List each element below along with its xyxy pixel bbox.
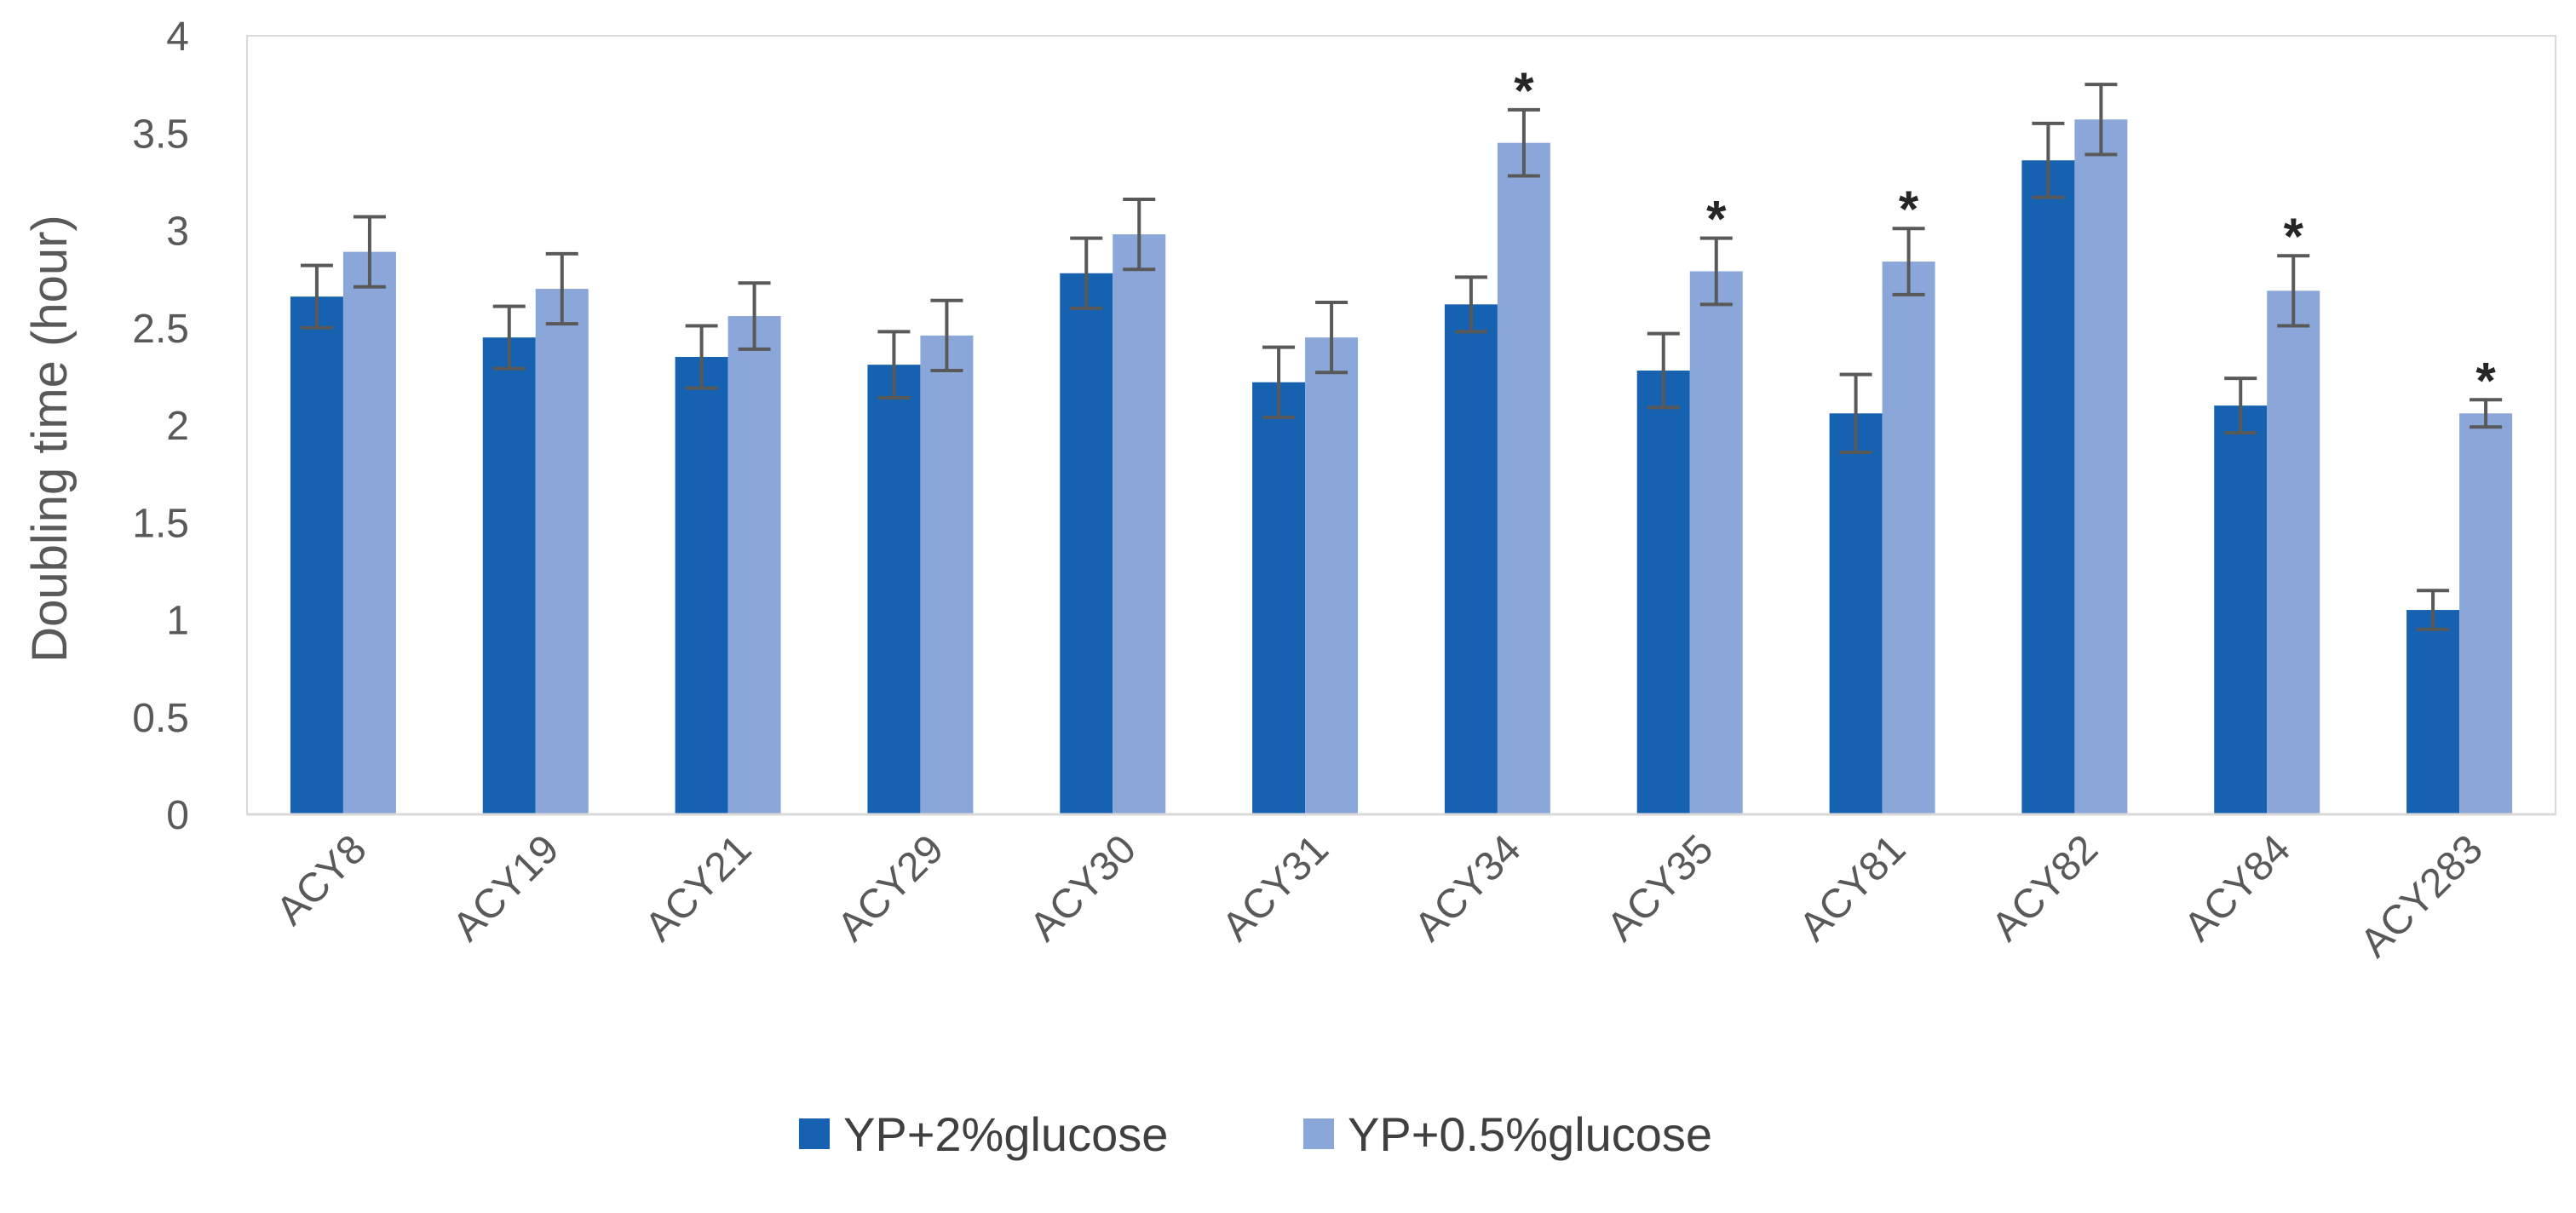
x-tick-label: ACY31 bbox=[1214, 826, 1337, 950]
bar-yp-2pct bbox=[1444, 304, 1498, 815]
legend-swatch bbox=[799, 1118, 830, 1149]
x-tick-label: ACY82 bbox=[1983, 826, 2107, 950]
legend-label: YP+0.5%glucose bbox=[1348, 1107, 1712, 1161]
legend-label: YP+2%glucose bbox=[843, 1107, 1168, 1161]
legend-swatch bbox=[1303, 1118, 1334, 1149]
bar-yp-0-5pct bbox=[2074, 119, 2128, 814]
bar-yp-0-5pct bbox=[1497, 142, 1550, 815]
y-tick-label: 1.5 bbox=[132, 501, 189, 546]
bar-yp-2pct bbox=[2406, 610, 2460, 814]
plot-area bbox=[246, 35, 2556, 815]
x-tick-label: ACY283 bbox=[2352, 826, 2492, 966]
bar-yp-0-5pct bbox=[342, 251, 396, 814]
significance-marker: * bbox=[1706, 191, 1727, 248]
x-tick-label: ACY29 bbox=[829, 826, 952, 950]
x-tick-label: ACY30 bbox=[1021, 826, 1145, 950]
bar-yp-0-5pct bbox=[920, 335, 974, 814]
bar-yp-2pct bbox=[867, 365, 921, 814]
significance-marker: * bbox=[1899, 181, 1919, 238]
y-tick-label: 4 bbox=[166, 14, 189, 60]
bar-yp-0-5pct bbox=[1113, 234, 1166, 814]
x-tick-label: ACY34 bbox=[1406, 826, 1530, 950]
bar-yp-0-5pct bbox=[1882, 262, 1935, 814]
bar-yp-2pct bbox=[675, 357, 728, 814]
bar-yp-0-5pct bbox=[1305, 337, 1359, 814]
bar-yp-0-5pct bbox=[535, 289, 589, 814]
y-axis-label: Doubling time (hour) bbox=[22, 215, 78, 662]
x-tick-label: ACY21 bbox=[636, 826, 760, 950]
bars-layer bbox=[290, 119, 2513, 815]
significance-marker: * bbox=[2284, 208, 2304, 265]
y-tick-label: 2 bbox=[166, 404, 189, 449]
legend: YP+2%glucose YP+0.5%glucose bbox=[799, 1107, 1712, 1161]
bar-yp-0-5pct bbox=[727, 316, 781, 814]
bar-yp-2pct bbox=[482, 337, 536, 814]
y-tick-label: 2.5 bbox=[132, 307, 189, 352]
y-axis-ticks: 0 0.5 1 1.5 2 2.5 3 3.5 4 bbox=[132, 14, 189, 838]
y-tick-label: 3 bbox=[166, 210, 189, 255]
bar-yp-2pct bbox=[2214, 405, 2268, 814]
bar-yp-2pct bbox=[1829, 413, 1883, 814]
x-tick-label: ACY81 bbox=[1791, 826, 1914, 950]
x-tick-label: ACY84 bbox=[2176, 826, 2299, 950]
y-tick-label: 0.5 bbox=[132, 696, 189, 741]
bar-yp-2pct bbox=[1252, 382, 1306, 814]
y-tick-label: 1 bbox=[166, 599, 189, 644]
annotations-layer: * * * * * bbox=[1514, 62, 2496, 409]
bar-yp-0-5pct bbox=[2267, 290, 2320, 815]
y-tick-label: 3.5 bbox=[132, 112, 189, 157]
error-bars-layer bbox=[300, 83, 2503, 631]
bar-yp-2pct bbox=[290, 296, 343, 814]
x-tick-label: ACY35 bbox=[1599, 826, 1722, 950]
bar-yp-0-5pct bbox=[1689, 271, 1743, 814]
x-tick-label: ACY19 bbox=[445, 826, 568, 950]
bar-yp-2pct bbox=[2021, 160, 2075, 815]
x-axis-labels: ACY8 ACY19 ACY21 ACY29 ACY30 ACY31 ACY34 ACY35 A… bbox=[268, 826, 2492, 966]
bar-yp-2pct bbox=[1636, 371, 1690, 814]
significance-marker: * bbox=[2475, 352, 2496, 409]
bar-yp-2pct bbox=[1060, 273, 1113, 814]
bar-yp-0-5pct bbox=[2459, 413, 2513, 814]
x-tick-label: ACY8 bbox=[268, 826, 376, 934]
significance-marker: * bbox=[1514, 62, 1534, 119]
y-tick-label: 0 bbox=[166, 793, 189, 838]
